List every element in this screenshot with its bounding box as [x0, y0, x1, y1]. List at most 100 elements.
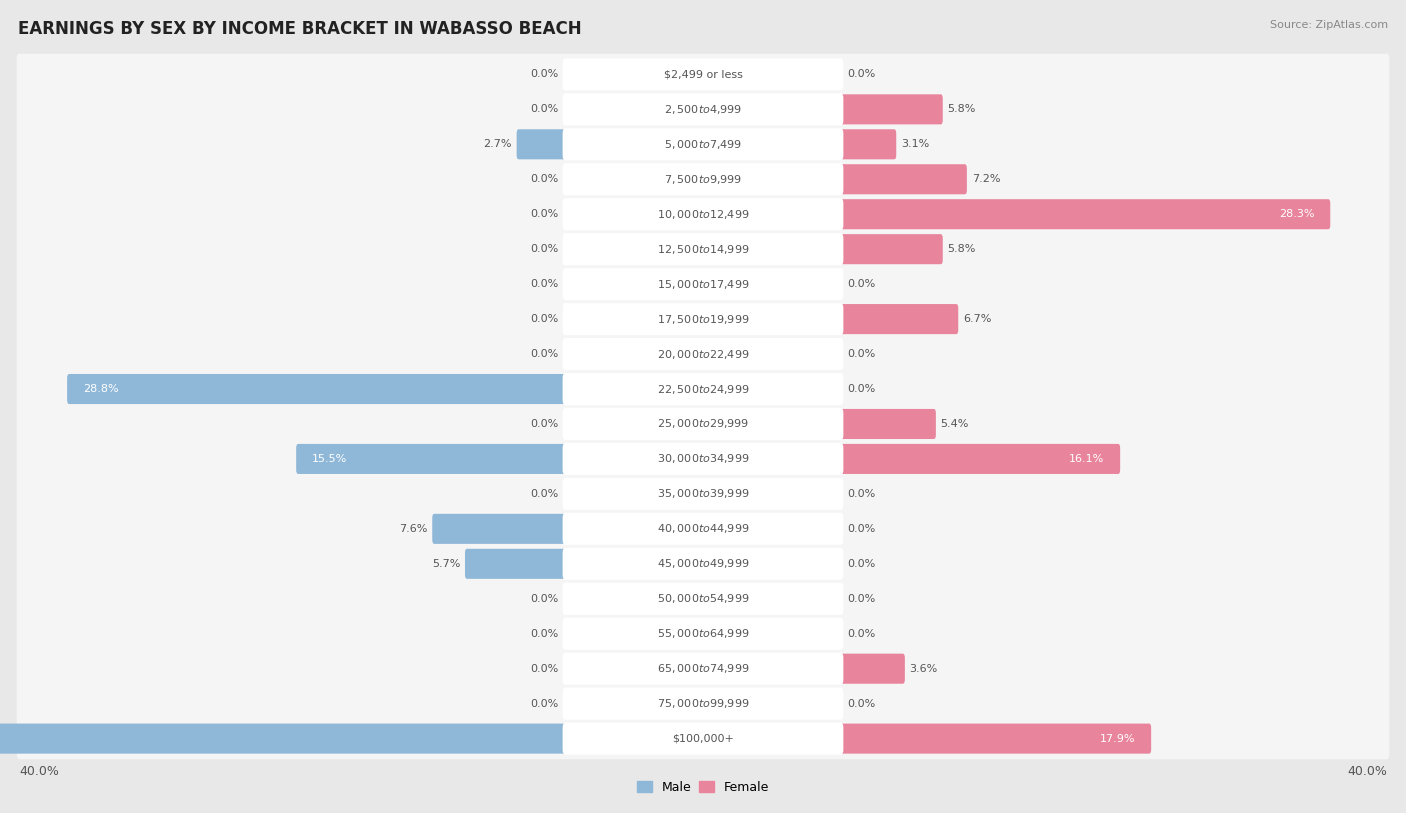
FancyBboxPatch shape	[432, 514, 567, 544]
Text: $45,000 to $49,999: $45,000 to $49,999	[657, 558, 749, 570]
Text: $5,000 to $7,499: $5,000 to $7,499	[664, 138, 742, 150]
Text: 6.7%: 6.7%	[963, 314, 991, 324]
FancyBboxPatch shape	[562, 618, 844, 650]
Text: 0.0%: 0.0%	[848, 593, 876, 604]
Text: $15,000 to $17,499: $15,000 to $17,499	[657, 278, 749, 290]
FancyBboxPatch shape	[839, 444, 1121, 474]
Text: 3.1%: 3.1%	[901, 139, 929, 150]
Text: 16.1%: 16.1%	[1069, 454, 1104, 464]
FancyBboxPatch shape	[17, 333, 1389, 375]
FancyBboxPatch shape	[17, 159, 1389, 200]
Text: $12,500 to $14,999: $12,500 to $14,999	[657, 243, 749, 255]
FancyBboxPatch shape	[0, 724, 567, 754]
FancyBboxPatch shape	[562, 583, 844, 615]
FancyBboxPatch shape	[562, 513, 844, 545]
FancyBboxPatch shape	[562, 233, 844, 265]
Text: 0.0%: 0.0%	[530, 279, 558, 289]
Text: $30,000 to $34,999: $30,000 to $34,999	[657, 453, 749, 465]
Text: Source: ZipAtlas.com: Source: ZipAtlas.com	[1270, 20, 1388, 30]
FancyBboxPatch shape	[562, 303, 844, 335]
FancyBboxPatch shape	[839, 654, 905, 684]
FancyBboxPatch shape	[839, 724, 1152, 754]
FancyBboxPatch shape	[17, 473, 1389, 515]
Text: $25,000 to $29,999: $25,000 to $29,999	[657, 418, 749, 430]
Text: 40.0%: 40.0%	[20, 765, 59, 778]
FancyBboxPatch shape	[562, 548, 844, 580]
FancyBboxPatch shape	[17, 298, 1389, 340]
Text: 0.0%: 0.0%	[530, 489, 558, 499]
FancyBboxPatch shape	[465, 549, 567, 579]
Text: 0.0%: 0.0%	[530, 419, 558, 429]
Text: $20,000 to $22,499: $20,000 to $22,499	[657, 348, 749, 360]
FancyBboxPatch shape	[67, 374, 567, 404]
Text: $55,000 to $64,999: $55,000 to $64,999	[657, 628, 749, 640]
Text: 7.6%: 7.6%	[399, 524, 427, 534]
Legend: Male, Female: Male, Female	[631, 776, 775, 799]
Text: 0.0%: 0.0%	[848, 489, 876, 499]
Text: 0.0%: 0.0%	[848, 384, 876, 394]
FancyBboxPatch shape	[562, 163, 844, 195]
FancyBboxPatch shape	[17, 543, 1389, 585]
Text: 0.0%: 0.0%	[848, 279, 876, 289]
Text: 17.9%: 17.9%	[1099, 733, 1135, 744]
Text: 0.0%: 0.0%	[530, 174, 558, 185]
FancyBboxPatch shape	[562, 268, 844, 300]
Text: $65,000 to $74,999: $65,000 to $74,999	[657, 663, 749, 675]
FancyBboxPatch shape	[839, 129, 896, 159]
Text: $50,000 to $54,999: $50,000 to $54,999	[657, 593, 749, 605]
Text: 0.0%: 0.0%	[848, 698, 876, 709]
Text: $40,000 to $44,999: $40,000 to $44,999	[657, 523, 749, 535]
FancyBboxPatch shape	[17, 648, 1389, 689]
Text: 15.5%: 15.5%	[312, 454, 347, 464]
FancyBboxPatch shape	[17, 124, 1389, 165]
Text: 0.0%: 0.0%	[530, 69, 558, 80]
Text: 0.0%: 0.0%	[530, 663, 558, 674]
FancyBboxPatch shape	[17, 54, 1389, 95]
FancyBboxPatch shape	[562, 688, 844, 720]
Text: 0.0%: 0.0%	[530, 314, 558, 324]
Text: 5.8%: 5.8%	[948, 244, 976, 254]
FancyBboxPatch shape	[17, 613, 1389, 654]
Text: 0.0%: 0.0%	[530, 349, 558, 359]
FancyBboxPatch shape	[562, 93, 844, 125]
Text: 0.0%: 0.0%	[530, 244, 558, 254]
FancyBboxPatch shape	[562, 373, 844, 405]
Text: $10,000 to $12,499: $10,000 to $12,499	[657, 208, 749, 220]
Text: 28.3%: 28.3%	[1279, 209, 1315, 220]
Text: $35,000 to $39,999: $35,000 to $39,999	[657, 488, 749, 500]
Text: 0.0%: 0.0%	[848, 349, 876, 359]
Text: 0.0%: 0.0%	[530, 593, 558, 604]
FancyBboxPatch shape	[562, 128, 844, 160]
FancyBboxPatch shape	[17, 578, 1389, 620]
FancyBboxPatch shape	[839, 164, 967, 194]
Text: $100,000+: $100,000+	[672, 733, 734, 744]
Text: 3.6%: 3.6%	[910, 663, 938, 674]
Text: 0.0%: 0.0%	[530, 209, 558, 220]
FancyBboxPatch shape	[17, 508, 1389, 550]
Text: 5.7%: 5.7%	[432, 559, 460, 569]
Text: 40.0%: 40.0%	[1347, 765, 1386, 778]
Text: 7.2%: 7.2%	[972, 174, 1000, 185]
FancyBboxPatch shape	[17, 368, 1389, 410]
Text: 0.0%: 0.0%	[848, 628, 876, 639]
Text: $2,500 to $4,999: $2,500 to $4,999	[664, 103, 742, 115]
Text: $17,500 to $19,999: $17,500 to $19,999	[657, 313, 749, 325]
Text: $75,000 to $99,999: $75,000 to $99,999	[657, 698, 749, 710]
Text: $2,499 or less: $2,499 or less	[664, 69, 742, 80]
Text: 0.0%: 0.0%	[848, 524, 876, 534]
FancyBboxPatch shape	[17, 193, 1389, 235]
FancyBboxPatch shape	[839, 199, 1330, 229]
FancyBboxPatch shape	[562, 198, 844, 230]
FancyBboxPatch shape	[17, 438, 1389, 480]
Text: 5.4%: 5.4%	[941, 419, 969, 429]
FancyBboxPatch shape	[839, 94, 943, 124]
FancyBboxPatch shape	[562, 408, 844, 440]
FancyBboxPatch shape	[839, 304, 959, 334]
Text: 0.0%: 0.0%	[848, 559, 876, 569]
FancyBboxPatch shape	[297, 444, 567, 474]
FancyBboxPatch shape	[839, 409, 936, 439]
FancyBboxPatch shape	[17, 89, 1389, 130]
FancyBboxPatch shape	[839, 234, 943, 264]
FancyBboxPatch shape	[562, 478, 844, 510]
Text: EARNINGS BY SEX BY INCOME BRACKET IN WABASSO BEACH: EARNINGS BY SEX BY INCOME BRACKET IN WAB…	[18, 20, 582, 38]
